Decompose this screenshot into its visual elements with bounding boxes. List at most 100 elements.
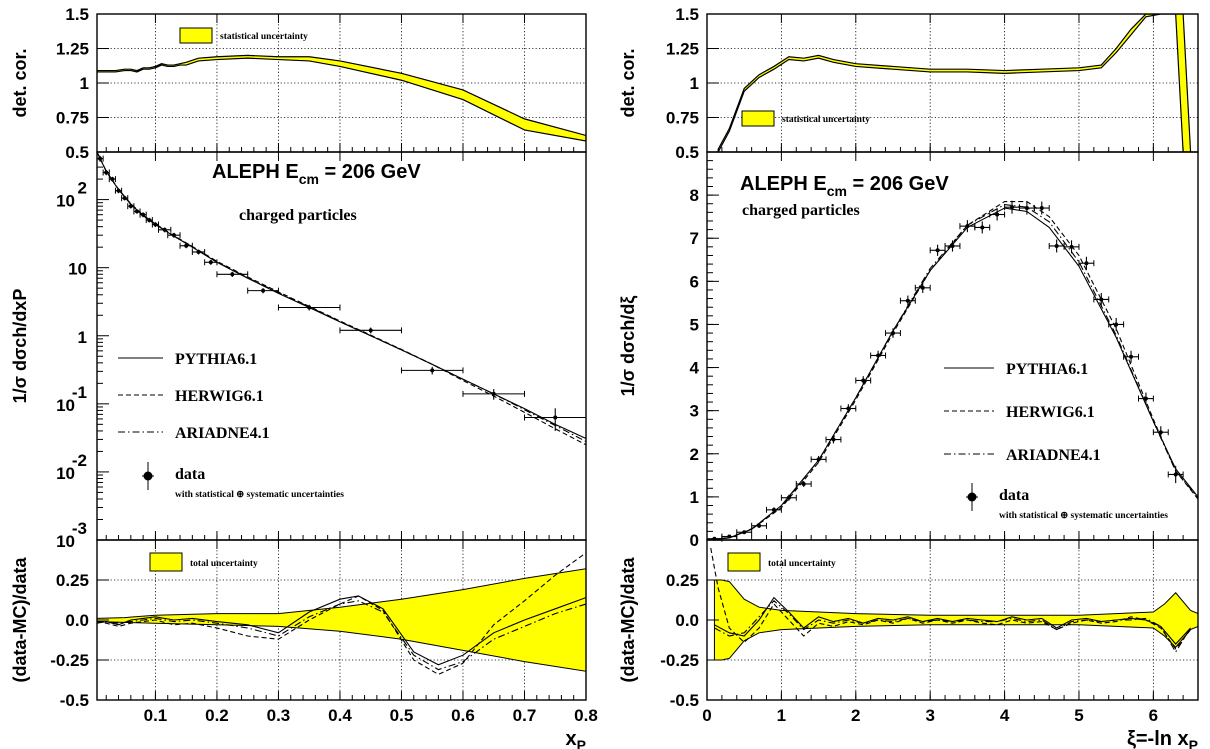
x-tick-label: 0.1 <box>144 706 168 725</box>
data-point <box>208 260 213 265</box>
x-tick-label: 0.2 <box>205 706 229 725</box>
top-ytick-label: 1 <box>690 74 699 93</box>
legend-data-label: data <box>999 487 1029 504</box>
data-point <box>104 170 109 175</box>
x-tick-label: 4 <box>1000 706 1010 725</box>
data-point <box>727 534 732 539</box>
main-ytick-label: 4 <box>690 359 700 378</box>
bottom-ytick-label: -0.5 <box>670 691 699 710</box>
data-point <box>935 248 940 253</box>
top-stat-band <box>97 54 586 142</box>
top-legend-swatch <box>741 110 775 127</box>
main-model-curve-pythia6.1 <box>97 152 586 439</box>
main-ytick-label: 10 <box>56 532 75 551</box>
main-subheader: charged particles <box>742 202 860 219</box>
data-point <box>162 227 167 232</box>
top-ytick-label: 1.5 <box>65 5 89 24</box>
bottom-ratio-curve-ariadne4.1 <box>97 600 586 671</box>
main-header: ALEPH Ecm = 206 GeV <box>740 173 949 199</box>
data-point <box>98 156 103 161</box>
data-point <box>831 437 836 442</box>
main-ylabel: 1/σ dσch/dxP <box>10 289 30 404</box>
x-tick-label: 0 <box>702 706 711 725</box>
top-stat-band <box>717 14 1192 152</box>
top-legend-swatch <box>179 27 213 44</box>
x-tick-label: 3 <box>925 706 934 725</box>
top-legend-label: statistical uncertainty <box>782 115 870 125</box>
data-point <box>491 391 496 396</box>
main-model-curve-ariadne4.1 <box>707 204 1198 540</box>
data-point <box>368 328 373 333</box>
data-point <box>122 196 127 201</box>
data-point <box>1010 205 1015 210</box>
data-point <box>905 298 910 303</box>
main-ytick-label: 10 <box>68 260 87 279</box>
bottom-ytick-label: 0.25 <box>56 571 89 590</box>
data-point <box>1054 243 1059 248</box>
data-point <box>1129 354 1134 359</box>
x-tick-label: 0.6 <box>451 706 475 725</box>
bottom-total-band <box>97 568 586 672</box>
data-point <box>430 368 435 373</box>
main-ytick-label: 1 <box>690 488 699 507</box>
data-point <box>1039 206 1044 211</box>
legend-label-pythia6.1: PYTHIA6.1 <box>175 351 257 368</box>
bottom-total-band <box>713 579 1198 661</box>
data-point <box>134 209 139 214</box>
top-ylabel: det. cor. <box>10 48 30 117</box>
main-ytick-label: 10 <box>56 396 75 415</box>
data-point <box>950 243 955 248</box>
data-point <box>861 378 866 383</box>
data-point <box>141 212 146 217</box>
bottom-ytick-label: -0.5 <box>60 691 89 710</box>
x-tick-label: 6 <box>1149 706 1158 725</box>
bottom-legend-label: total uncertainty <box>768 559 836 569</box>
data-point <box>184 243 189 248</box>
legend-label-ariadne4.1: ARIADNE4.1 <box>1006 447 1101 464</box>
main-ytick-label: 10 <box>56 192 75 211</box>
chart-xp: ALEPH Ecm = 206 GeV 1/σ dσch/dxP xP <box>10 13 587 749</box>
data-point <box>771 507 776 512</box>
x-tick-label: 0.4 <box>328 706 352 725</box>
main-ytick-exponent: -2 <box>72 451 87 470</box>
legend-data-marker <box>143 471 153 481</box>
bottom-ytick-label: 0.0 <box>65 611 89 630</box>
main-ytick-label: 6 <box>690 272 699 291</box>
main-model-curve-ariadne4.1 <box>97 152 586 442</box>
top-ytick-label: 0.75 <box>666 109 699 128</box>
main-ytick-label: 8 <box>690 186 699 205</box>
bottom-legend-swatch <box>149 552 183 572</box>
top-ytick-label: 1.5 <box>675 5 699 24</box>
data-point <box>261 288 266 293</box>
x-tick-label: 2 <box>851 706 860 725</box>
top-ytick-label: 1 <box>80 74 89 93</box>
data-point <box>1024 206 1029 211</box>
legend-data-label: data <box>175 466 205 483</box>
x-tick-label: 0.8 <box>574 706 598 725</box>
legend-data-sublabel: with statistical ⊕ systematic uncertaint… <box>175 490 344 500</box>
legend-label-ariadne4.1: ARIADNE4.1 <box>175 425 270 442</box>
data-point <box>876 353 881 358</box>
legend-label-herwig6.1: HERWIG6.1 <box>175 388 264 405</box>
data-point <box>995 212 1000 217</box>
top-ytick-label: 0.5 <box>65 143 89 162</box>
data-point <box>1143 396 1148 401</box>
main-ytick-exponent: 2 <box>78 179 87 198</box>
top-ylabel: det. cor. <box>618 48 638 117</box>
data-point <box>171 233 176 238</box>
x-tick-label: 1 <box>777 706 786 725</box>
top-legend-label: statistical uncertainty <box>220 32 308 42</box>
chart-xi: ALEPH Ecm = 206 GeV 1/σ dσch/dξ ξ=-ln xP <box>618 13 1199 749</box>
x-tick-label: 5 <box>1074 706 1083 725</box>
data-point <box>1114 322 1119 327</box>
main-model-curve-pythia6.1 <box>707 207 1198 540</box>
data-point <box>801 481 806 486</box>
bottom-ytick-label: 0.25 <box>666 571 699 590</box>
main-ytick-label: 3 <box>690 402 699 421</box>
data-point <box>110 177 115 182</box>
bottom-ytick-label: 0.0 <box>675 611 699 630</box>
legend-label-herwig6.1: HERWIG6.1 <box>1006 404 1095 421</box>
main-ytick-label: 1 <box>78 328 87 347</box>
main-ytick-exponent: -1 <box>72 383 87 402</box>
